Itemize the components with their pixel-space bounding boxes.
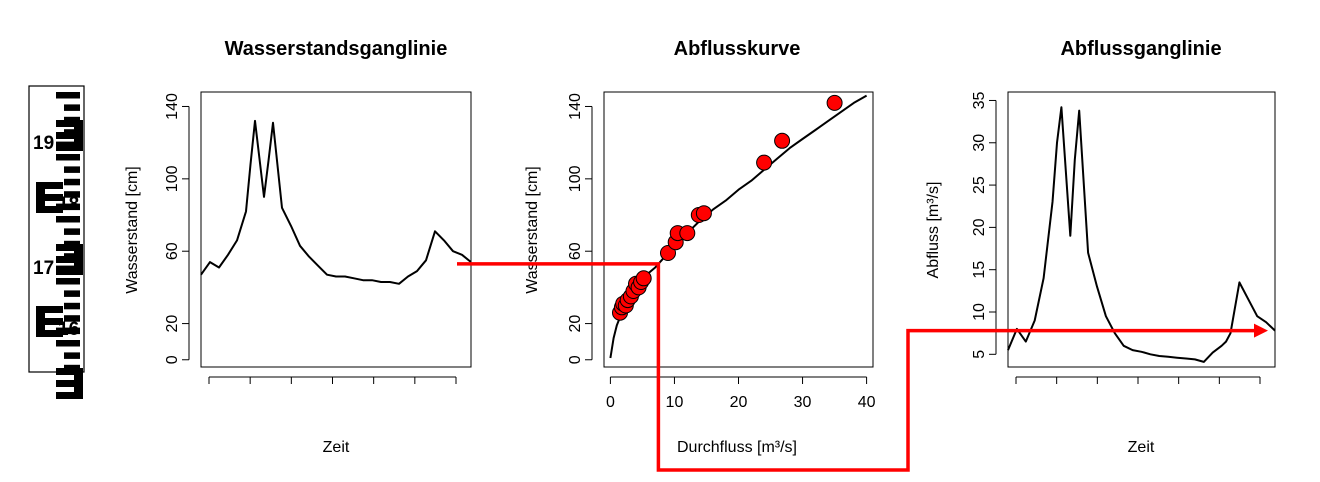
gauge-label-19: 19 [33,133,54,154]
y-tick-label: 60 [164,242,181,260]
gauge-bar [56,278,80,285]
gauge-e-bar [36,330,63,337]
gauge-e-bar [56,380,83,387]
connector-arrows [457,262,1268,472]
series-layer [1007,106,1276,363]
y-axis-label: Wasserstand [cm] [124,166,141,293]
gauge-e-bar [56,244,83,251]
rating-curve-group [609,94,868,359]
y-tick-label: 100 [164,165,181,192]
plot-frame [1007,91,1276,368]
y-tick-label: 20 [164,315,181,333]
gauge-bar [64,290,80,297]
measurement-point [774,132,791,149]
gauge-e-bar [36,182,63,189]
gauge-e-bar [56,392,83,399]
gauge-e-bar [36,306,63,313]
gauge-e-bar [56,144,83,151]
measurement-point [679,225,696,242]
connector-path [457,262,1256,472]
x-tick-label: 0 [606,394,615,411]
discharge-line [1007,106,1276,363]
x-axis [1015,376,1261,384]
water-level-line [200,119,472,285]
y-tick-label: 15 [971,261,988,279]
plot-frame [603,91,874,368]
gauge-bar [56,327,80,335]
gauge-bar [64,302,80,310]
gauge-bar [64,191,80,198]
x-tick-label: 20 [730,394,748,411]
y-tick-label: 20 [971,218,988,236]
chart-title: Abflusskurve [674,38,801,60]
y-tick-label: 25 [971,176,988,194]
gauge-label-17: 17 [33,258,54,279]
gauge-e-bar [56,132,83,139]
measurement-point [826,94,843,111]
gauge-label-16: 16 [58,319,79,340]
gauge-e-bar [36,318,63,325]
x-tick-label: 10 [666,394,684,411]
y-tick-label: 140 [164,93,181,120]
x-axis [208,376,457,384]
staff-gauge: 19 18 17 16 [28,85,85,399]
series-layer [609,94,868,359]
gauge-e-bar [56,256,83,263]
gauge-e-bar [56,120,83,127]
y-axis-label: Abfluss [m³/s] [925,182,942,279]
y-tick-label: 60 [567,242,584,260]
gauge-bar [64,352,80,359]
arrow-head [1254,323,1268,338]
gauge-bar [56,154,80,161]
y-tick-label: 0 [164,355,181,364]
gauge-bar [56,340,80,347]
y-tick-label: 100 [567,165,584,192]
y-tick-label: 35 [971,91,988,109]
measurement-point [756,154,773,171]
gauge-bar [64,104,80,111]
series-layer [200,119,472,285]
y-tick-label: 5 [971,350,988,359]
x-tick-label: 40 [858,394,876,411]
x-axis-label: Durchfluss [m³/s] [677,439,797,456]
y-tick-label: 20 [567,315,584,333]
y-axis-label: Wasserstand [cm] [524,166,541,293]
gauge-bar [56,203,80,211]
measurement-point [660,245,676,261]
y-tick-label: 0 [567,355,584,364]
gauge-bar [64,166,80,173]
x-axis-label: Zeit [1128,439,1155,456]
x-axis-label: Zeit [323,439,350,456]
measurement-point [695,205,712,222]
gauge-e-bar [56,368,83,375]
gauge-e-bar [36,206,63,213]
gauge-bar [56,92,80,99]
chart-title: Abflussganglinie [1060,38,1221,60]
gauge-bar [56,216,80,223]
panel-abflussganglinie: Abflussganglinie 5 10 15 20 25 30 35 Zeit Abfl… [925,38,1276,456]
y-tick-label: 140 [567,93,584,120]
y-tick-label: 30 [971,134,988,152]
plot-frame [200,91,472,368]
y-axis: 5 10 15 20 25 30 35 [971,91,997,359]
y-tick-label: 10 [971,303,988,321]
gauge-e-bar [56,268,83,275]
gauge-label-18: 18 [58,194,79,215]
panel-wasserstandsganglinie: Wasserstandsganglinie 0 20 60 100 140 Zeit W… [124,38,472,456]
chart-title: Wasserstandsganglinie [225,38,448,60]
x-axis: 0 10 20 30 40 [606,376,876,411]
gauge-bar [64,228,80,235]
gauge-bar [64,315,80,322]
gauge-e-bar [36,194,63,201]
measurement-point [635,270,652,287]
y-axis: 0 20 60 100 140 [164,93,190,364]
rating-curve-line [609,94,868,359]
gauge-bar [64,178,80,186]
x-tick-label: 30 [794,394,812,411]
y-axis: 0 20 60 100 140 [567,93,593,364]
panel-abflusskurve: Abflusskurve 0 20 60 100 140 0 10 20 30 40 Durch… [524,38,876,456]
gauge-scale-marks [36,92,83,399]
